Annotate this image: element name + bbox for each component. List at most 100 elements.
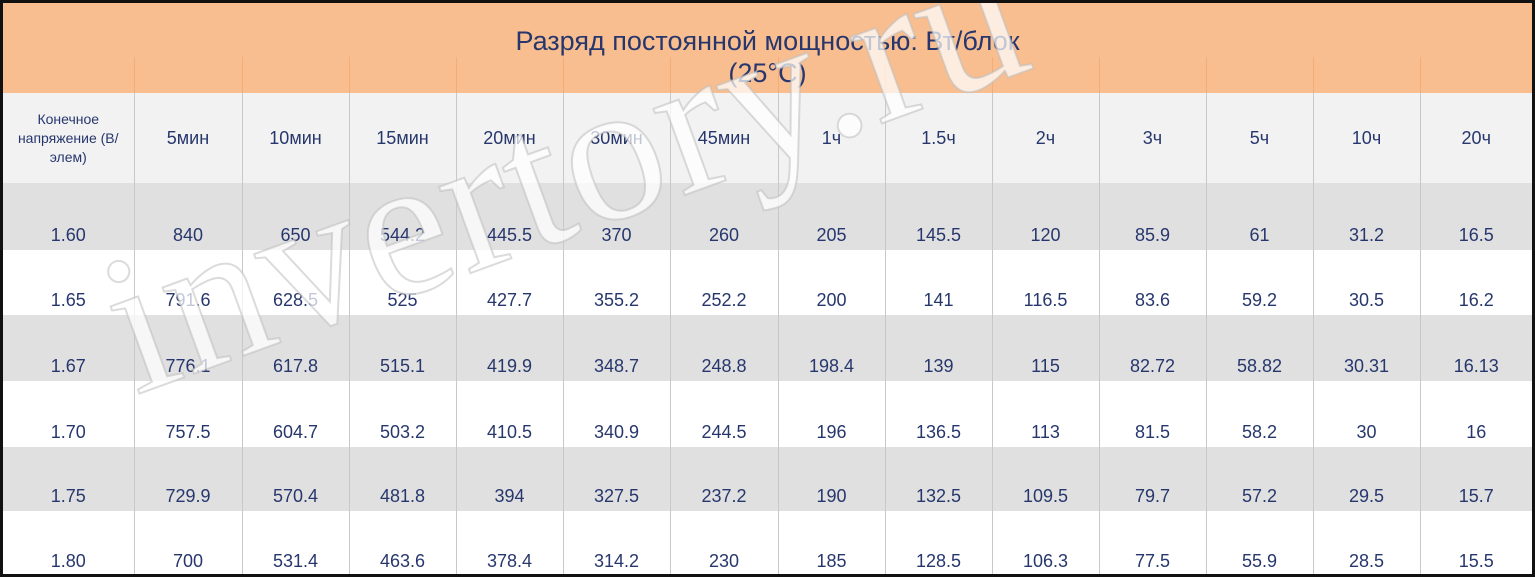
value-cell: 370 — [562, 183, 670, 250]
value-cell: 776.1 — [133, 315, 242, 381]
value-cell: 198.4 — [777, 315, 885, 381]
table-row: 1.80 700 531.4 463.6 378.4 314.2 230 185 128.5 10… — [3, 511, 1532, 574]
value-cell: 314.2 — [562, 511, 670, 574]
value-cell: 410.5 — [455, 381, 563, 447]
banner-tick — [563, 57, 564, 93]
table-title: Разряд постоянной мощностью: Вт/блок (25… — [3, 25, 1532, 89]
voltage-cell: 1.67 — [3, 315, 134, 381]
column-header: 5ч — [1205, 93, 1313, 183]
value-cell: 116.5 — [991, 250, 1099, 315]
voltage-cell: 1.60 — [3, 183, 134, 250]
value-cell: 617.8 — [241, 315, 349, 381]
value-cell: 252.2 — [669, 250, 778, 315]
value-cell: 791.6 — [133, 250, 242, 315]
table-title-line-2: (25°C) — [728, 58, 807, 88]
title-banner: Разряд постоянной мощностью: Вт/блок (25… — [3, 3, 1532, 93]
value-cell: 355.2 — [562, 250, 670, 315]
banner-tick — [992, 57, 993, 93]
value-cell: 196 — [777, 381, 885, 447]
banner-tick — [242, 57, 243, 93]
table-row: 1.75 729.9 570.4 481.8 394 327.5 237.2 190 132.5… — [3, 447, 1532, 511]
banner-tick — [1420, 57, 1421, 93]
value-cell: 15.5 — [1419, 511, 1532, 574]
banner-tick — [1313, 57, 1314, 93]
value-cell: 244.5 — [669, 381, 778, 447]
column-header: 2ч — [991, 93, 1099, 183]
value-cell: 503.2 — [348, 381, 456, 447]
voltage-cell: 1.65 — [3, 250, 134, 315]
column-header: 20мин — [455, 93, 563, 183]
voltage-cell: 1.70 — [3, 381, 134, 447]
value-cell: 106.3 — [991, 511, 1099, 574]
banner-column-ticks — [3, 3, 1532, 93]
value-cell: 340.9 — [562, 381, 670, 447]
value-cell: 29.5 — [1312, 447, 1420, 511]
voltage-cell: 1.75 — [3, 447, 134, 511]
table-row: 1.60 840 650 544.2 445.5 370 260 205 145.5 120 85.… — [3, 183, 1532, 250]
banner-tick — [349, 57, 350, 93]
value-cell: 481.8 — [348, 447, 456, 511]
value-cell: 525 — [348, 250, 456, 315]
value-cell: 463.6 — [348, 511, 456, 574]
table-row: 1.65 791.6 628.5 525 427.7 355.2 252.2 200 141 11… — [3, 250, 1532, 315]
value-cell: 16.13 — [1419, 315, 1532, 381]
value-cell: 16.2 — [1419, 250, 1532, 315]
value-cell: 205 — [777, 183, 885, 250]
banner-tick — [1099, 57, 1100, 93]
value-cell: 394 — [455, 447, 563, 511]
value-cell: 28.5 — [1312, 511, 1420, 574]
discharge-table: Конечное напряжение (В/элем) 5мин 10мин 15… — [3, 93, 1532, 574]
value-cell: 445.5 — [455, 183, 563, 250]
value-cell: 132.5 — [884, 447, 992, 511]
value-cell: 85.9 — [1098, 183, 1206, 250]
value-cell: 16.5 — [1419, 183, 1532, 250]
value-cell: 113 — [991, 381, 1099, 447]
column-header: 1.5ч — [884, 93, 992, 183]
value-cell: 79.7 — [1098, 447, 1206, 511]
value-cell: 348.7 — [562, 315, 670, 381]
value-cell: 700 — [133, 511, 242, 574]
value-cell: 200 — [777, 250, 885, 315]
value-cell: 61 — [1205, 183, 1313, 250]
table-row: 1.70 757.5 604.7 503.2 410.5 340.9 244.5 196 136… — [3, 381, 1532, 447]
value-cell: 237.2 — [669, 447, 778, 511]
value-cell: 58.2 — [1205, 381, 1313, 447]
table-header-row: Конечное напряжение (В/элем) 5мин 10мин 15… — [3, 93, 1532, 183]
value-cell: 531.4 — [241, 511, 349, 574]
table-row: 1.67 776.1 617.8 515.1 419.9 348.7 248.8 198.4 1… — [3, 315, 1532, 381]
value-cell: 544.2 — [348, 183, 456, 250]
value-cell: 115 — [991, 315, 1099, 381]
value-cell: 109.5 — [991, 447, 1099, 511]
value-cell: 145.5 — [884, 183, 992, 250]
column-header: 1ч — [777, 93, 885, 183]
value-cell: 55.9 — [1205, 511, 1313, 574]
value-cell: 30.5 — [1312, 250, 1420, 315]
value-cell: 31.2 — [1312, 183, 1420, 250]
value-cell: 628.5 — [241, 250, 349, 315]
value-cell: 139 — [884, 315, 992, 381]
column-header: 15мин — [348, 93, 456, 183]
value-cell: 77.5 — [1098, 511, 1206, 574]
table-title-line-1: Разряд постоянной мощностью: Вт/блок — [515, 26, 1020, 56]
value-cell: 81.5 — [1098, 381, 1206, 447]
column-header: 5мин — [133, 93, 242, 183]
value-cell: 729.9 — [133, 447, 242, 511]
value-cell: 128.5 — [884, 511, 992, 574]
value-cell: 15.7 — [1419, 447, 1532, 511]
value-cell: 16 — [1419, 381, 1532, 447]
banner-tick — [885, 57, 886, 93]
value-cell: 230 — [669, 511, 778, 574]
value-cell: 840 — [133, 183, 242, 250]
value-cell: 141 — [884, 250, 992, 315]
column-header: 10ч — [1312, 93, 1420, 183]
value-cell: 190 — [777, 447, 885, 511]
value-cell: 570.4 — [241, 447, 349, 511]
value-cell: 136.5 — [884, 381, 992, 447]
value-cell: 185 — [777, 511, 885, 574]
value-cell: 650 — [241, 183, 349, 250]
corner-label: Конечное напряжение (В/элем) — [3, 93, 134, 183]
value-cell: 515.1 — [348, 315, 456, 381]
column-header: 10мин — [241, 93, 349, 183]
value-cell: 419.9 — [455, 315, 563, 381]
